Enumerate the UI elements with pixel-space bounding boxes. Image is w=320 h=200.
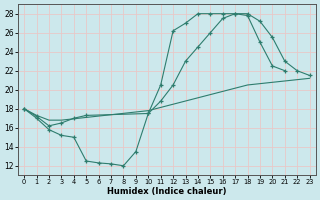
X-axis label: Humidex (Indice chaleur): Humidex (Indice chaleur) xyxy=(107,187,227,196)
